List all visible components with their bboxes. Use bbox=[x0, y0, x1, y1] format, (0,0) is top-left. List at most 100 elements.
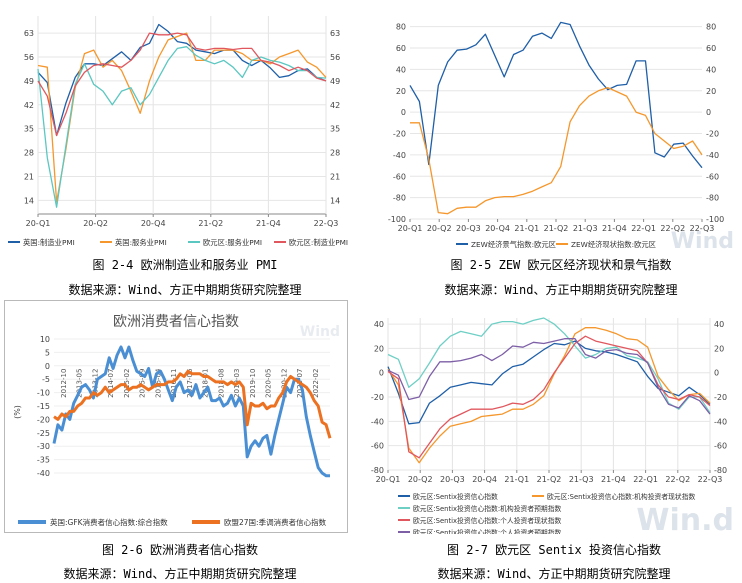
chart-sentix: -80 -80 -60 -60 -40 -40 -20 -20 0 0 20 20 40 40 20-Q1 2… bbox=[371, 317, 734, 534]
x-tick-label: 21-Q4 bbox=[602, 224, 627, 233]
y-tick-label-left: 0 bbox=[379, 369, 384, 378]
chart-consumer-confidence: 欧洲消费者信心指数 -40 -35 -30 -25 -20 -15 -10 -5 0 5 10 (%) 2… bbox=[4, 300, 348, 533]
wind-watermark: Wind bbox=[300, 324, 340, 340]
y-tick-label-left: 40 bbox=[396, 65, 406, 74]
y-tick-label-right: 63 bbox=[330, 29, 340, 38]
y-tick-label-left: 20 bbox=[396, 87, 406, 96]
series-line-0 bbox=[37, 23, 327, 137]
y-tick-label-right: -40 bbox=[706, 151, 719, 160]
y-tick-label: 0 bbox=[45, 362, 50, 371]
x-tick-label: 2013-05 bbox=[76, 369, 84, 398]
y-tick-label-left: -80 bbox=[371, 466, 384, 475]
y-tick-label-right: 40 bbox=[706, 65, 716, 74]
x-tick-label: 2022-02 bbox=[312, 369, 320, 398]
caption-fig-2-4: 图 2-4 欧洲制造业和服务业 PMI bbox=[92, 258, 278, 272]
y-tick-label: -40 bbox=[37, 469, 50, 478]
x-tick-label: 20-Q4 bbox=[485, 224, 510, 233]
y-tick-label-right: 20 bbox=[706, 87, 716, 96]
y-tick-label-right: -60 bbox=[714, 442, 727, 451]
caption-fig-2-5: 图 2-5 ZEW 欧元区经济现状和景气指数 bbox=[450, 258, 672, 272]
y-tick-label-right: 14 bbox=[330, 196, 340, 205]
x-tick-label: 2019-10 bbox=[249, 369, 257, 398]
y-tick-label-left: 20 bbox=[374, 344, 384, 353]
x-tick-label: 20-Q2 bbox=[427, 224, 452, 233]
y-tick-label-right: 21 bbox=[330, 172, 340, 181]
y-tick-label-right: 35 bbox=[330, 125, 340, 134]
y-tick-label-left: 40 bbox=[374, 320, 384, 329]
x-tick-label: 20-Q1 bbox=[26, 219, 51, 228]
chart-title: 欧洲消费者信心指数 bbox=[113, 314, 239, 330]
y-tick-label-left: 42 bbox=[24, 101, 34, 110]
x-tick-label: 2015-09 bbox=[139, 369, 147, 398]
y-tick-label: -10 bbox=[37, 389, 50, 398]
y-tick-label-left: -100 bbox=[388, 215, 406, 224]
y-tick-label-right: 42 bbox=[330, 101, 340, 110]
series-line-2 bbox=[37, 46, 327, 208]
x-tick-label: 21-Q4 bbox=[256, 219, 281, 228]
x-tick-label: 2012-10 bbox=[60, 369, 68, 398]
legend-label-2: 欧元区:服务业PMI bbox=[203, 238, 262, 247]
y-tick-label-right: 0 bbox=[706, 108, 711, 117]
x-tick-label: 22-Q3 bbox=[698, 475, 723, 484]
x-tick-label: 21-Q3 bbox=[569, 475, 594, 484]
y-tick-label: -35 bbox=[37, 456, 50, 465]
x-tick-label: 21-Q2 bbox=[544, 224, 569, 233]
chart-pmi: 14 14 21 21 28 28 35 35 42 42 49 49 56 56 63 63 20-Q1 20-… bbox=[8, 16, 348, 247]
y-tick-label: -20 bbox=[37, 415, 50, 424]
series-line-1 bbox=[387, 327, 711, 464]
y-tick-label-right: -60 bbox=[706, 172, 719, 181]
y-tick-label-right: 28 bbox=[330, 149, 340, 158]
legend-label-0: 英国:制造业PMI bbox=[23, 238, 75, 247]
y-tick-label-left: 80 bbox=[396, 23, 406, 32]
y-tick-label-right: 20 bbox=[714, 344, 724, 353]
x-tick-label: 2015-02 bbox=[123, 369, 131, 398]
y-tick-label-right: 49 bbox=[330, 77, 340, 86]
y-tick-label-left: 35 bbox=[24, 125, 34, 134]
wind-watermark: Wind bbox=[671, 229, 734, 252]
x-tick-label: 22-Q3 bbox=[690, 224, 715, 233]
x-tick-label: 20-Q2 bbox=[408, 475, 433, 484]
y-tick-label: 10 bbox=[40, 335, 50, 344]
y-tick-label-left: -80 bbox=[393, 194, 406, 203]
x-tick-label: 2017-06 bbox=[186, 368, 194, 398]
legend-label-1: 英国:服务业PMI bbox=[115, 238, 167, 247]
y-tick-label-right: -80 bbox=[714, 466, 727, 475]
y-tick-label-left: 56 bbox=[24, 53, 34, 62]
x-tick-label: 21-Q2 bbox=[198, 219, 223, 228]
x-tick-label: 2016-04 bbox=[155, 368, 163, 398]
y-tick-label: -5 bbox=[42, 375, 50, 384]
x-tick-label: 21-Q4 bbox=[601, 475, 626, 484]
legend-label-3: 欧元区:制造业PMI bbox=[289, 238, 348, 247]
caption-fig-2-6: 图 2-6 欧洲消费者信心指数 bbox=[101, 543, 259, 557]
legend-label-0: 英国:GFK消费者信心指数:综合指数 bbox=[50, 517, 168, 527]
y-tick-label: 5 bbox=[45, 348, 50, 357]
x-tick-label: 20-Q3 bbox=[440, 475, 465, 484]
source-fig-2-6: 数据来源：Wind、方正中期期货研究院整理 bbox=[63, 567, 297, 581]
series-line-0 bbox=[387, 340, 711, 425]
series-line-3 bbox=[37, 32, 327, 137]
y-tick-label-right: 0 bbox=[714, 369, 719, 378]
x-tick-label: 21-Q1 bbox=[514, 224, 539, 233]
x-tick-label: 21-Q1 bbox=[504, 475, 529, 484]
y-tick-label-right: -100 bbox=[706, 215, 724, 224]
x-tick-label: 2014-07 bbox=[107, 369, 115, 398]
x-tick-label: 20-Q1 bbox=[376, 475, 401, 484]
series-line-1 bbox=[53, 369, 332, 439]
source-fig-2-7: 数据来源：Wind、方正中期期货研究院整理 bbox=[437, 567, 671, 581]
y-tick-label-left: 21 bbox=[24, 172, 34, 181]
series-line-0 bbox=[52, 345, 330, 478]
y-tick-label-left: -40 bbox=[371, 417, 384, 426]
y-axis-label: (%) bbox=[13, 405, 22, 419]
y-tick-label-right: -80 bbox=[706, 194, 719, 203]
series-line-2 bbox=[387, 317, 711, 414]
x-tick-label: 20-Q1 bbox=[398, 224, 423, 233]
y-tick-label-left: 49 bbox=[24, 77, 34, 86]
x-tick-label: 2016-11 bbox=[170, 369, 178, 398]
x-tick-label: 20-Q2 bbox=[83, 219, 108, 228]
y-tick-label-left: -20 bbox=[371, 393, 384, 402]
x-tick-label: 20-Q4 bbox=[141, 219, 166, 228]
x-tick-label: 2020-12 bbox=[281, 369, 289, 398]
x-tick-label: 20-Q3 bbox=[456, 224, 481, 233]
series-line-4 bbox=[387, 338, 711, 415]
series-line-1 bbox=[37, 32, 327, 203]
